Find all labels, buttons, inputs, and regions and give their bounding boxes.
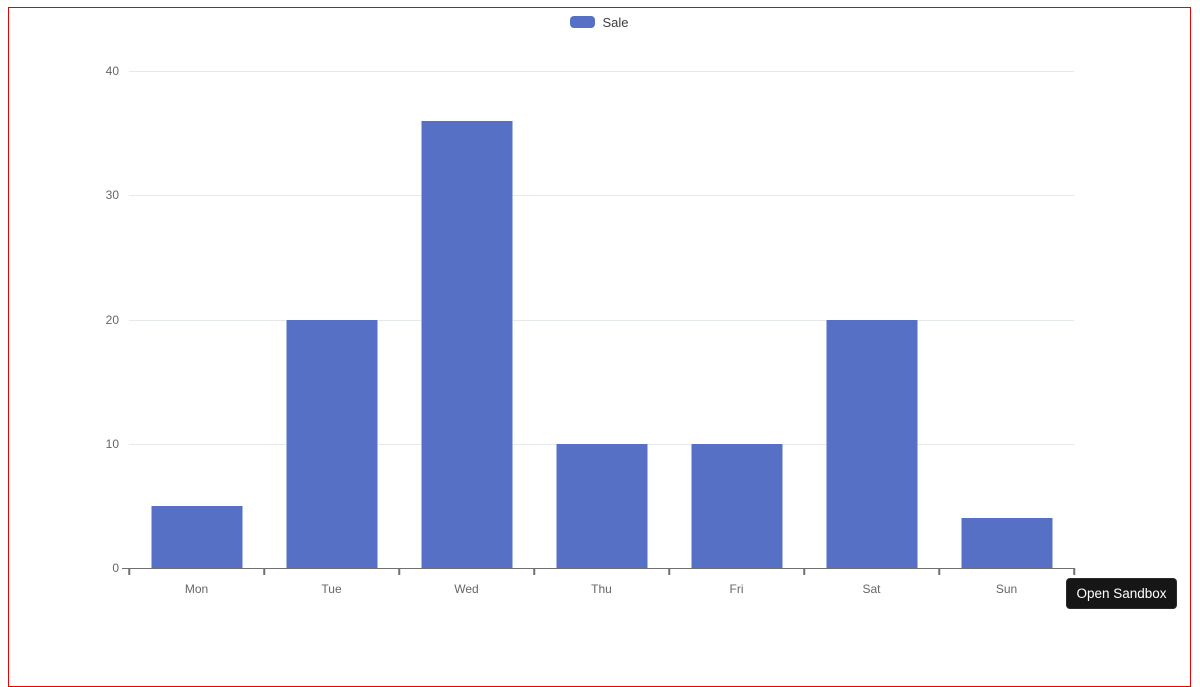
y-axis: 0 10 20 30 40	[9, 65, 119, 574]
x-axis-line	[122, 567, 1074, 569]
x-tick-label: Tue	[321, 582, 342, 596]
gridline-y-30	[129, 195, 1074, 197]
x-tick-mark	[533, 568, 535, 575]
y-tick-label: 10	[105, 436, 119, 451]
y-tick-label: 0	[112, 561, 119, 575]
x-tick-label: Mon	[184, 582, 209, 596]
x-tick-label: Wed	[454, 582, 479, 596]
open-sandbox-button[interactable]: Open Sandbox	[1066, 578, 1177, 609]
bar-tue[interactable]	[285, 319, 378, 568]
gridline-y-20	[129, 319, 1074, 321]
y-tick-label: 20	[105, 312, 119, 327]
x-tick-mark	[668, 568, 670, 575]
x-tick-mark	[803, 568, 805, 575]
bar-fri[interactable]	[690, 443, 783, 568]
bar-sat[interactable]	[825, 319, 918, 568]
y-tick-label: 30	[105, 188, 119, 203]
legend-swatch	[570, 16, 596, 28]
x-tick-mark	[398, 568, 400, 575]
chart-frame: Sale 0 10 20 30 40 Mon Tue Wed Thu Fri Sat Sun	[8, 7, 1191, 687]
chart-legend[interactable]: Sale	[9, 14, 1190, 30]
y-tick-label: 40	[105, 64, 119, 78]
x-tick-mark	[938, 568, 940, 575]
x-tick-label: Fri	[729, 582, 744, 596]
bar-wed[interactable]	[420, 120, 513, 568]
bar-sun[interactable]	[960, 518, 1053, 568]
bar-mon[interactable]	[150, 505, 243, 568]
x-tick-mark	[128, 568, 130, 575]
legend-label: Sale	[602, 14, 629, 30]
x-tick-mark	[1073, 568, 1075, 575]
gridline-y-40	[129, 71, 1074, 72]
bar-thu[interactable]	[555, 443, 648, 568]
x-axis: Mon Tue Wed Thu Fri Sat Sun	[129, 576, 1074, 598]
plot-area	[122, 71, 1075, 575]
x-tick-mark	[263, 568, 265, 575]
x-tick-label: Sat	[862, 582, 881, 596]
x-tick-label: Sun	[995, 582, 1018, 596]
x-tick-label: Thu	[591, 582, 612, 596]
